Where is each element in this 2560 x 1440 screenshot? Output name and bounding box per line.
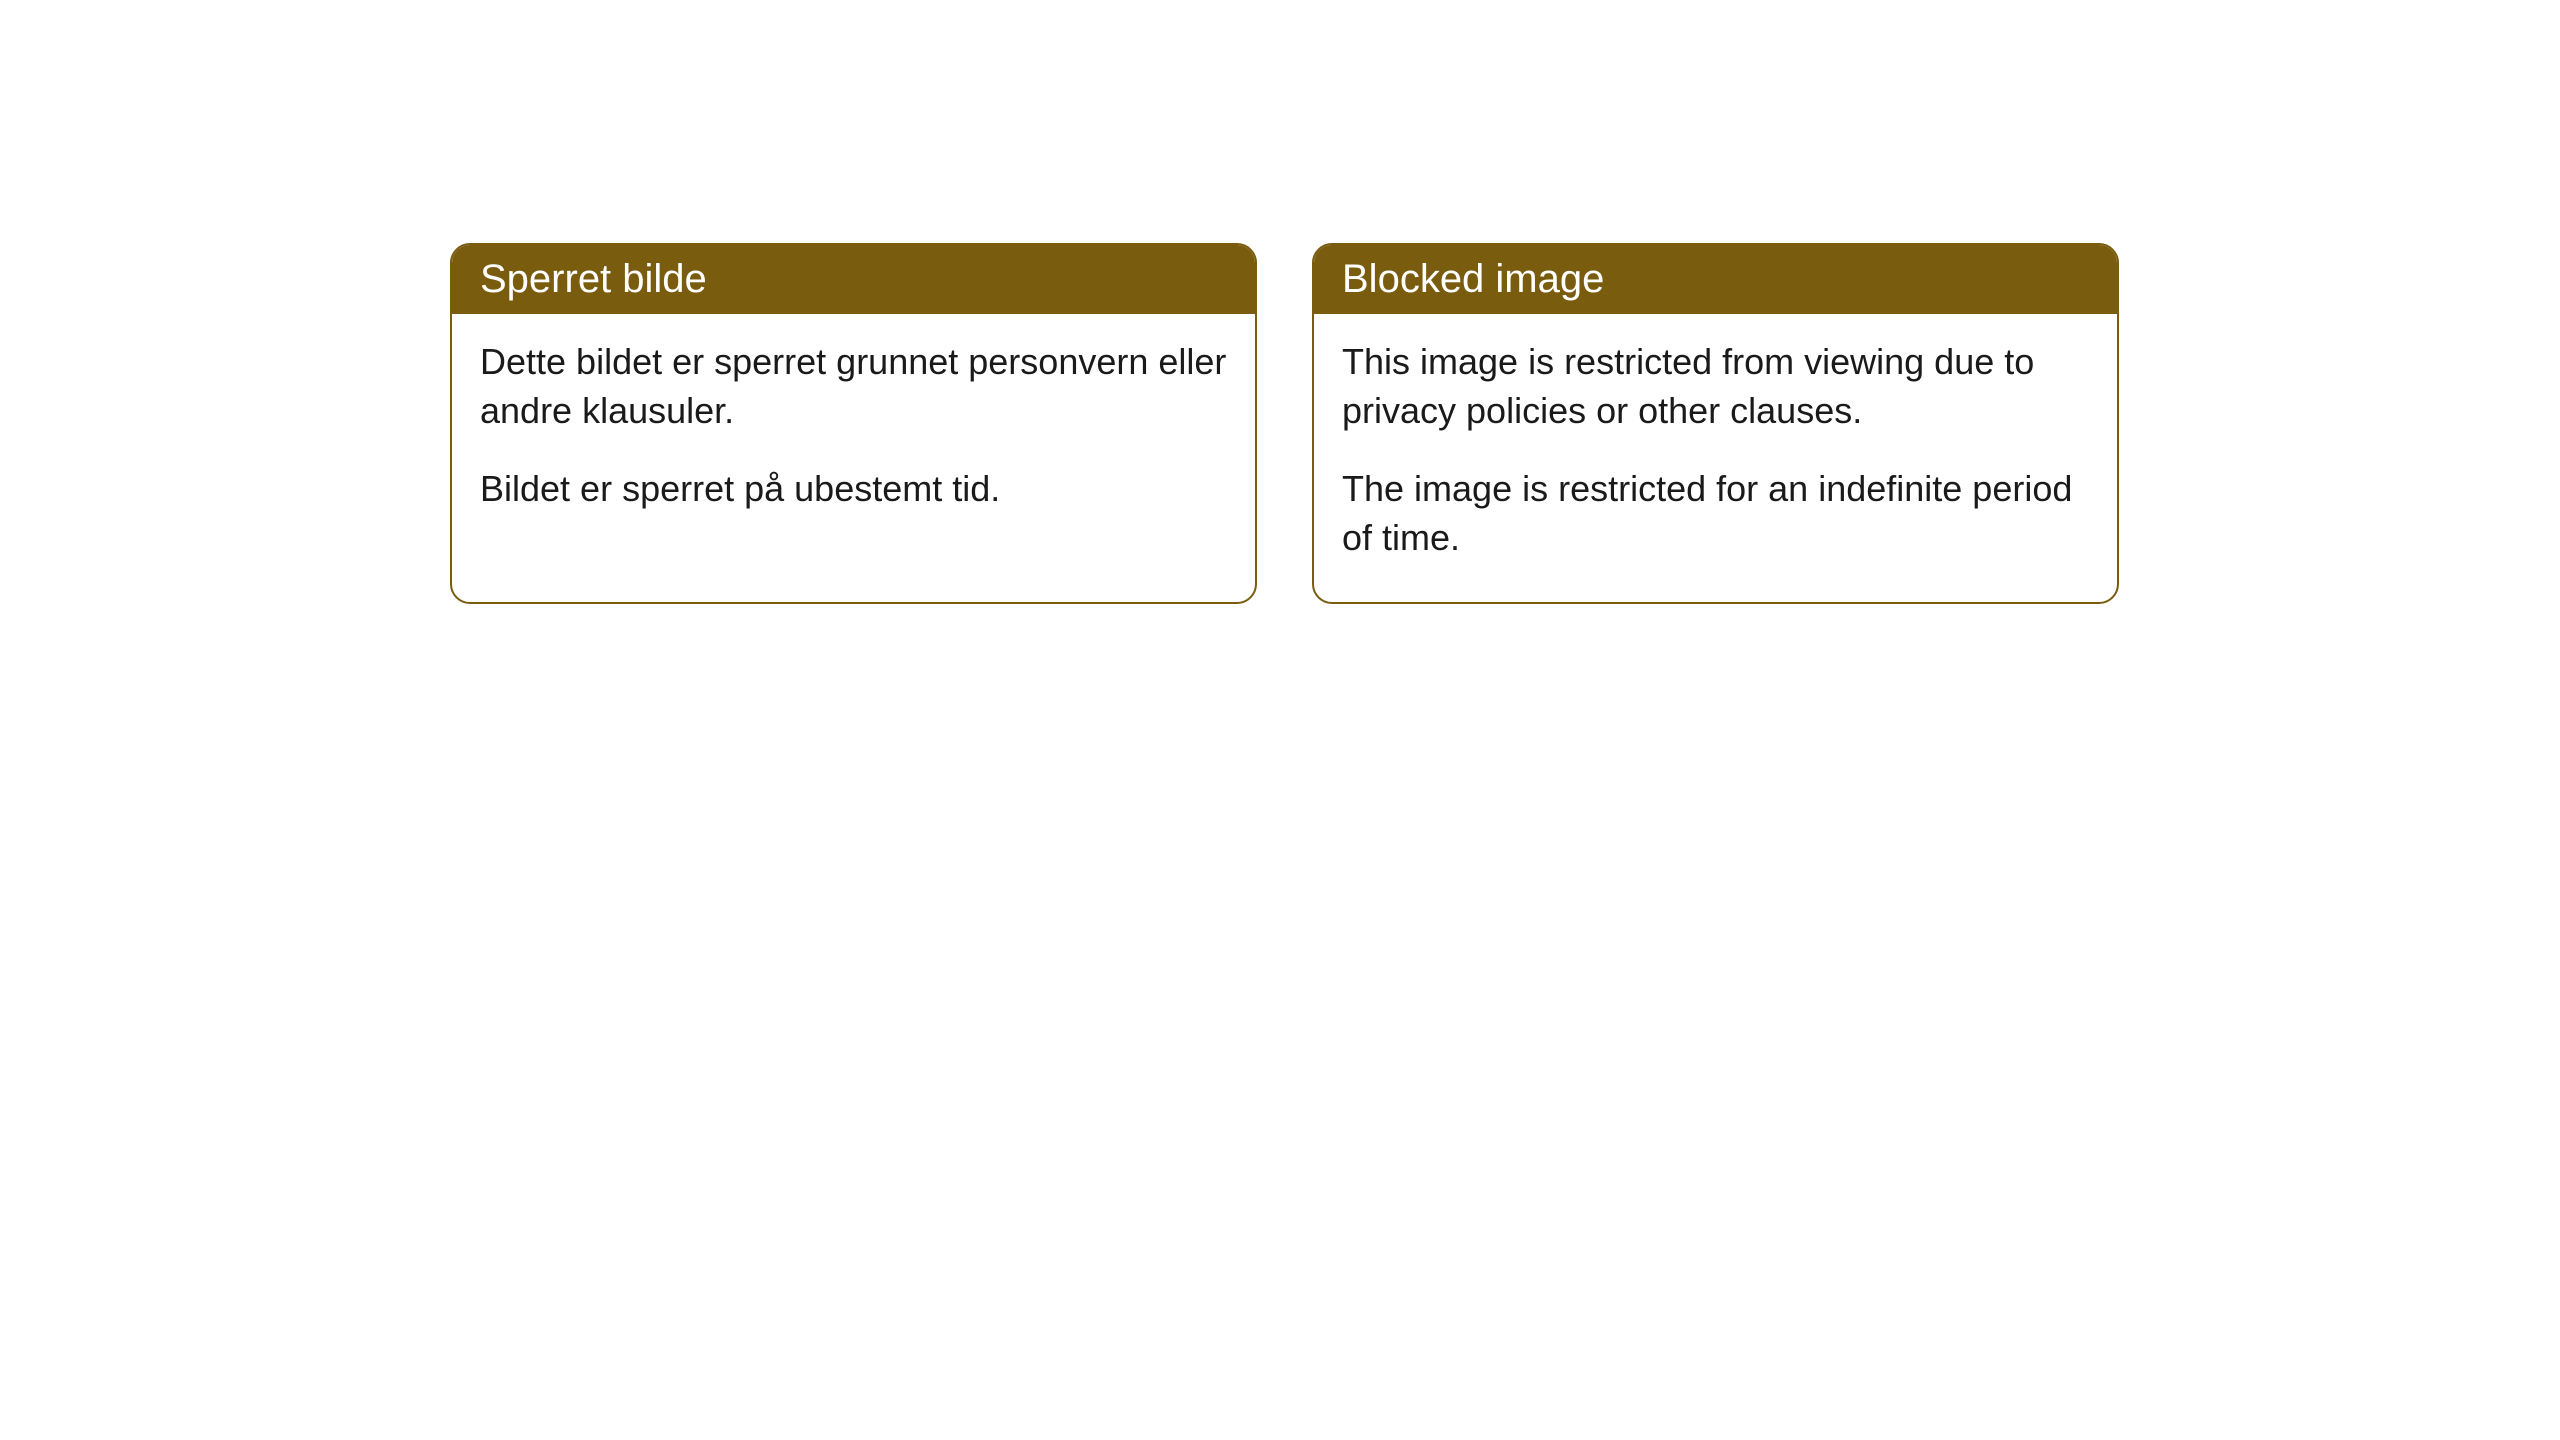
card-paragraph1-english: This image is restricted from viewing du…: [1342, 338, 2089, 435]
card-paragraph1-norwegian: Dette bildet er sperret grunnet personve…: [480, 338, 1227, 435]
card-paragraph2-english: The image is restricted for an indefinit…: [1342, 465, 2089, 562]
card-header-english: Blocked image: [1314, 245, 2117, 314]
card-title-english: Blocked image: [1342, 257, 1604, 301]
card-paragraph2-norwegian: Bildet er sperret på ubestemt tid.: [480, 465, 1227, 514]
card-english: Blocked image This image is restricted f…: [1312, 243, 2119, 604]
cards-container: Sperret bilde Dette bildet er sperret gr…: [450, 243, 2119, 604]
card-norwegian: Sperret bilde Dette bildet er sperret gr…: [450, 243, 1257, 604]
card-body-norwegian: Dette bildet er sperret grunnet personve…: [452, 314, 1255, 554]
card-title-norwegian: Sperret bilde: [480, 257, 707, 301]
card-body-english: This image is restricted from viewing du…: [1314, 314, 2117, 602]
card-header-norwegian: Sperret bilde: [452, 245, 1255, 314]
